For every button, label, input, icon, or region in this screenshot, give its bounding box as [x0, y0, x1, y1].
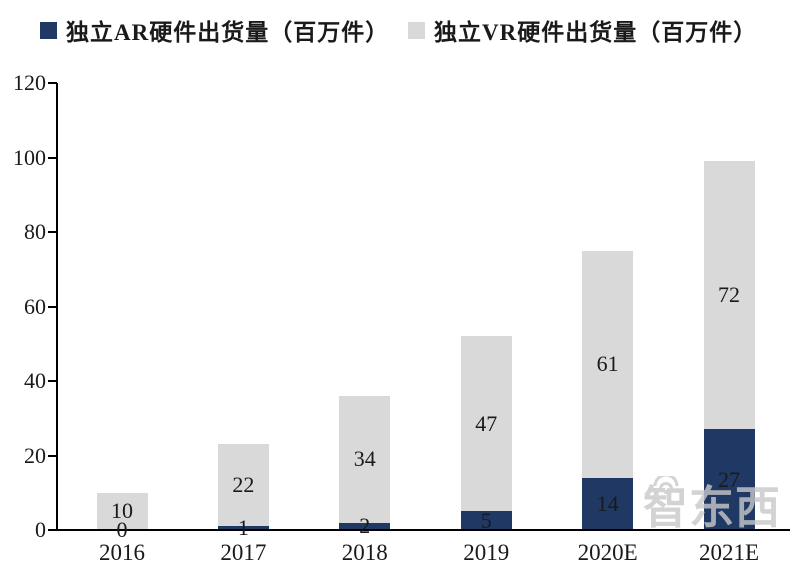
x-axis-label: 2018	[341, 540, 388, 565]
y-axis-tick	[48, 231, 57, 233]
ar-legend-label: 独立AR硬件出货量（百万件）	[66, 20, 390, 45]
y-axis-tick	[48, 82, 57, 84]
vr-bar-segment	[96, 492, 148, 530]
y-axis-tick	[48, 156, 57, 159]
y-axis-tick-label: 20	[24, 442, 46, 468]
legend-item-ar: 独立AR硬件出货量（百万件）	[40, 16, 390, 45]
ar-value-label: 14	[596, 490, 619, 516]
vr-value-label: 61	[596, 351, 619, 377]
vr-value-label: 34	[353, 446, 376, 472]
x-axis-label: 2021E	[698, 540, 760, 565]
y-axis-tick	[48, 454, 57, 457]
ar-bar-segment	[582, 477, 634, 530]
vr-value-label: 10	[111, 498, 133, 524]
vr-value-label: 72	[718, 282, 740, 308]
ar-value-label: 1	[237, 515, 249, 541]
x-axis-line	[56, 529, 790, 531]
ar-value-label: 5	[480, 507, 492, 533]
x-axis-label: 2020E	[577, 540, 638, 565]
vr-value-label: 47	[475, 410, 498, 436]
vr-value-label: 22	[232, 472, 255, 498]
x-axis-label: 2019	[463, 540, 510, 565]
vr-bar-segment	[339, 395, 391, 523]
ar-bar-segment	[703, 429, 755, 530]
chart-legend: 独立AR硬件出货量（百万件） 独立VR硬件出货量（百万件）	[0, 16, 800, 46]
ar-bar-segment	[460, 511, 512, 530]
y-axis-tick-label: 100	[13, 144, 46, 170]
ar-value-label: 27	[718, 466, 740, 492]
ar-value-label: 0	[116, 517, 128, 542]
x-axis-label: 2017	[220, 540, 267, 565]
y-axis-line	[56, 83, 58, 530]
legend-item-vr: 独立VR硬件出货量（百万件）	[408, 16, 758, 45]
y-axis-tick	[48, 529, 57, 531]
vr-bar-segment	[217, 444, 269, 527]
wifi-signal-icon	[653, 476, 679, 494]
ar-bar-segment	[339, 522, 391, 530]
vr-legend-swatch	[408, 21, 425, 39]
y-axis-tick-label: 120	[13, 70, 46, 95]
vr-bar-segment	[582, 250, 634, 478]
y-axis-tick	[48, 305, 57, 308]
x-axis-label: 2016	[99, 540, 145, 565]
vr-bar-segment	[460, 336, 512, 512]
y-axis-tick-label: 80	[24, 219, 46, 244]
ar-legend-swatch	[40, 21, 57, 39]
y-axis-tick	[48, 380, 57, 382]
ar-bar-segment	[217, 526, 269, 530]
vr-legend-label: 独立VR硬件出货量（百万件）	[434, 20, 758, 45]
ar-value-label: 2	[359, 513, 371, 539]
y-axis-tick-label: 0	[35, 517, 46, 542]
y-axis-tick-label: 40	[24, 368, 46, 393]
vr-bar-segment	[703, 161, 755, 430]
y-axis-tick-label: 60	[24, 293, 46, 319]
